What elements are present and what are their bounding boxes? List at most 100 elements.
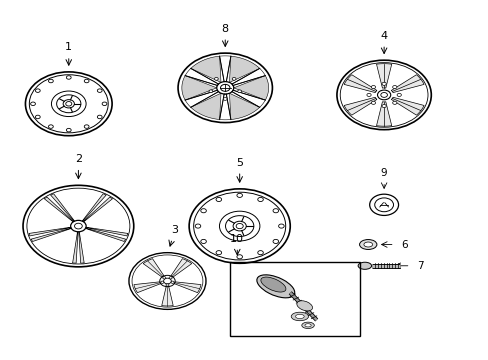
Text: 9: 9 [380, 168, 386, 178]
Ellipse shape [195, 224, 201, 228]
Ellipse shape [216, 197, 221, 202]
Ellipse shape [48, 79, 53, 83]
Polygon shape [134, 282, 161, 293]
Polygon shape [51, 194, 75, 221]
Ellipse shape [357, 262, 371, 269]
Ellipse shape [257, 197, 263, 202]
Ellipse shape [102, 102, 107, 105]
Ellipse shape [366, 93, 370, 96]
Ellipse shape [163, 278, 171, 284]
Polygon shape [390, 75, 423, 93]
Ellipse shape [392, 101, 396, 104]
Ellipse shape [201, 209, 206, 213]
Ellipse shape [169, 277, 172, 279]
Ellipse shape [66, 129, 71, 132]
Ellipse shape [359, 239, 376, 249]
Ellipse shape [272, 239, 278, 243]
Ellipse shape [84, 79, 89, 83]
Ellipse shape [236, 255, 242, 259]
Ellipse shape [65, 102, 72, 106]
Polygon shape [83, 197, 112, 222]
Ellipse shape [48, 125, 53, 129]
Text: 7: 7 [416, 261, 423, 271]
Text: 8: 8 [221, 24, 228, 33]
Ellipse shape [35, 115, 40, 119]
Ellipse shape [295, 314, 304, 319]
Ellipse shape [216, 251, 221, 255]
Polygon shape [29, 227, 71, 236]
Ellipse shape [223, 98, 226, 100]
Ellipse shape [396, 93, 401, 96]
Ellipse shape [163, 277, 165, 279]
Bar [229, 261, 359, 336]
Ellipse shape [84, 125, 89, 129]
Polygon shape [73, 232, 78, 263]
Polygon shape [174, 282, 201, 293]
Ellipse shape [370, 86, 375, 89]
Polygon shape [190, 56, 221, 82]
Polygon shape [229, 56, 259, 82]
Polygon shape [219, 56, 230, 82]
Ellipse shape [381, 82, 386, 85]
Polygon shape [79, 232, 84, 263]
Text: 4: 4 [380, 31, 387, 41]
Polygon shape [229, 93, 259, 120]
Ellipse shape [220, 84, 229, 91]
Ellipse shape [237, 90, 241, 93]
Polygon shape [182, 76, 216, 100]
Ellipse shape [97, 115, 102, 119]
Ellipse shape [66, 76, 71, 79]
Ellipse shape [291, 312, 308, 321]
Polygon shape [85, 228, 125, 242]
Polygon shape [231, 68, 265, 85]
Text: 1: 1 [65, 42, 72, 53]
Ellipse shape [305, 324, 310, 327]
Polygon shape [31, 228, 71, 242]
Ellipse shape [161, 281, 163, 283]
Polygon shape [185, 68, 218, 85]
Ellipse shape [232, 77, 236, 80]
Ellipse shape [236, 193, 242, 197]
Ellipse shape [296, 301, 312, 311]
Ellipse shape [278, 224, 284, 228]
Polygon shape [231, 90, 265, 107]
Ellipse shape [74, 223, 82, 229]
Ellipse shape [272, 209, 278, 213]
Polygon shape [143, 258, 163, 277]
Polygon shape [344, 97, 376, 115]
Polygon shape [390, 97, 423, 115]
Polygon shape [376, 102, 391, 126]
Ellipse shape [31, 102, 35, 105]
Polygon shape [82, 194, 106, 221]
Ellipse shape [236, 224, 243, 229]
Ellipse shape [97, 89, 102, 93]
Ellipse shape [165, 284, 169, 286]
Ellipse shape [256, 275, 294, 298]
Ellipse shape [35, 89, 40, 93]
Ellipse shape [208, 90, 212, 93]
Ellipse shape [257, 251, 263, 255]
Text: 10: 10 [230, 234, 244, 244]
Ellipse shape [392, 86, 396, 89]
Ellipse shape [201, 239, 206, 243]
Text: 3: 3 [171, 225, 178, 235]
Text: 2: 2 [75, 154, 82, 164]
Polygon shape [162, 287, 173, 306]
Ellipse shape [363, 242, 372, 247]
Ellipse shape [380, 93, 386, 97]
Polygon shape [44, 197, 73, 222]
Ellipse shape [381, 104, 386, 108]
Polygon shape [233, 76, 268, 100]
Polygon shape [219, 94, 230, 120]
Text: 5: 5 [236, 158, 243, 168]
Ellipse shape [301, 322, 314, 329]
Polygon shape [344, 75, 376, 93]
Polygon shape [170, 258, 191, 277]
Ellipse shape [370, 101, 375, 104]
Text: 6: 6 [400, 239, 407, 249]
Ellipse shape [171, 281, 174, 283]
Polygon shape [86, 227, 127, 236]
Polygon shape [190, 93, 221, 120]
Ellipse shape [260, 277, 285, 292]
Polygon shape [376, 64, 391, 88]
